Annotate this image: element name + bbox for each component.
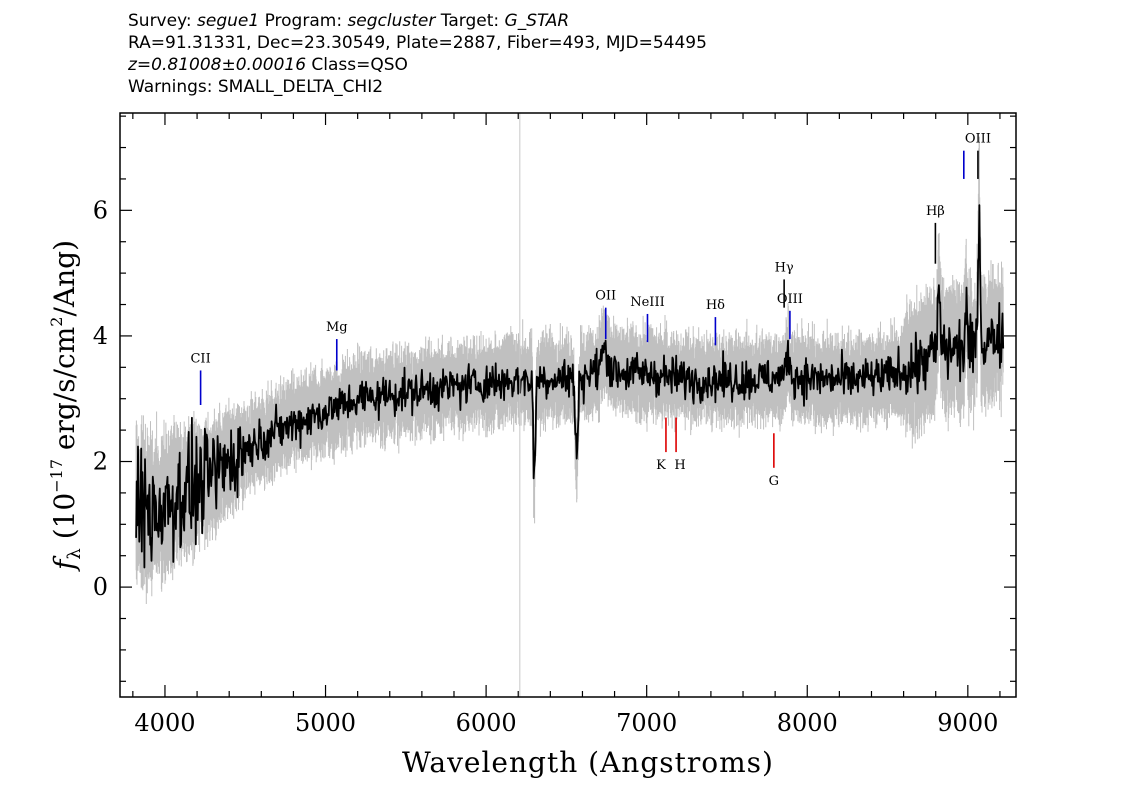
flux-line <box>135 204 1005 569</box>
warnings-line: Warnings: SMALL_DELTA_CHI2 <box>128 77 384 97</box>
survey-line: Survey: segue1 Program: segcluster Targe… <box>128 10 707 32</box>
redshift-line: z=0.81008±0.00016 Class=QSO <box>128 54 707 76</box>
survey-label: Survey: <box>128 11 198 31</box>
target-value: G_STAR <box>504 11 570 31</box>
y-tick-label: 6 <box>93 196 108 224</box>
emission-line-label: Mg <box>326 320 348 335</box>
x-tick-label: 8000 <box>777 709 838 737</box>
emission-line-label: Hβ <box>926 204 945 219</box>
y-tick-label: 0 <box>93 573 108 601</box>
x-tick-label: 6000 <box>456 709 517 737</box>
absorption-line-label: H <box>674 458 685 473</box>
x-tick-label: 9000 <box>937 709 998 737</box>
x-tick-label: 5000 <box>295 709 356 737</box>
program-label: Program: <box>259 11 348 31</box>
y-axis-label: fλ (10−17 erg/s/cm2/Ang) <box>47 240 85 572</box>
target-label: Target: <box>435 11 505 31</box>
program-value: segcluster <box>347 11 436 31</box>
absorption-line-label: K <box>656 458 666 473</box>
class-value: Class=QSO <box>306 55 408 75</box>
emission-line-label: Hδ <box>706 298 725 313</box>
emission-line-label: Hγ <box>775 260 794 275</box>
emission-line-label: CII <box>190 351 210 366</box>
emission-line-label: NeIII <box>630 295 664 310</box>
survey-value: segue1 <box>197 11 260 31</box>
redshift-value: z=0.81008±0.00016 <box>128 55 307 75</box>
x-tick-label: 7000 <box>616 709 677 737</box>
x-tick-label: 4000 <box>134 709 195 737</box>
emission-line-label: OII <box>595 289 616 304</box>
absorption-line-label: G <box>769 474 779 489</box>
emission-line-label: OIII <box>965 132 991 147</box>
coordinates-line: RA=91.31331, Dec=23.30549, Plate=2887, F… <box>128 33 707 53</box>
y-tick-label: 4 <box>93 322 108 350</box>
x-axis-label: Wavelength (Angstroms) <box>402 746 774 779</box>
plot-frame <box>119 112 1017 698</box>
y-tick-label: 2 <box>93 448 108 476</box>
emission-line-label: OIII <box>777 292 803 307</box>
spectrum-header: Survey: segue1 Program: segcluster Targe… <box>128 10 707 98</box>
